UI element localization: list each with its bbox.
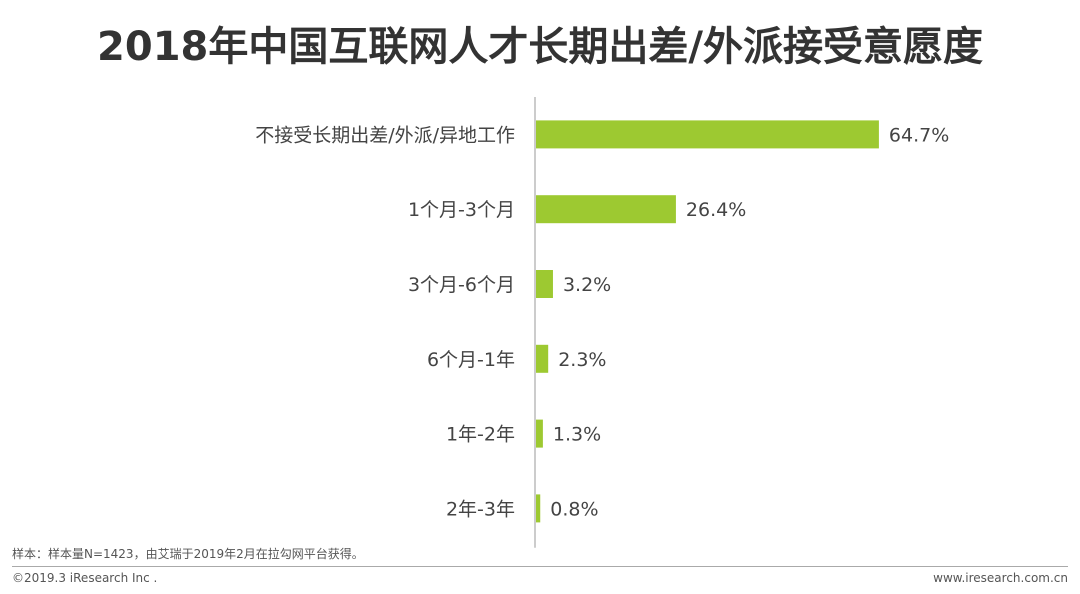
category-label: 6个月-1年 [427, 349, 515, 371]
data-label: 26.4% [686, 199, 746, 221]
category-label: 2年-3年 [446, 498, 515, 520]
bar [536, 120, 879, 149]
bar [536, 270, 553, 298]
data-label: 64.7% [889, 124, 949, 146]
bar [536, 494, 541, 523]
category-label: 3个月-6个月 [408, 274, 515, 296]
category-label: 1个月-3个月 [408, 199, 515, 221]
data-label: 0.8% [550, 498, 598, 520]
bar [536, 344, 549, 373]
footer-divider [12, 566, 1068, 567]
copyright-text: ©2019.3 iResearch Inc . [12, 571, 158, 585]
data-label: 2.3% [558, 349, 606, 371]
website-link[interactable]: www.iresearch.com.cn [933, 571, 1068, 585]
category-label: 不接受长期出差/外派/异地工作 [255, 124, 515, 146]
chart-title: 2018年中国互联网人才长期出差/外派接受意愿度 [97, 24, 983, 70]
bar [536, 195, 676, 224]
data-label: 1.3% [553, 424, 601, 446]
data-label: 3.2% [563, 274, 611, 296]
sample-note: 样本：样本量N=1423，由艾瑞于2019年2月在拉勾网平台获得。 [12, 547, 364, 561]
category-label: 1年-2年 [446, 424, 515, 446]
bar [536, 419, 543, 448]
